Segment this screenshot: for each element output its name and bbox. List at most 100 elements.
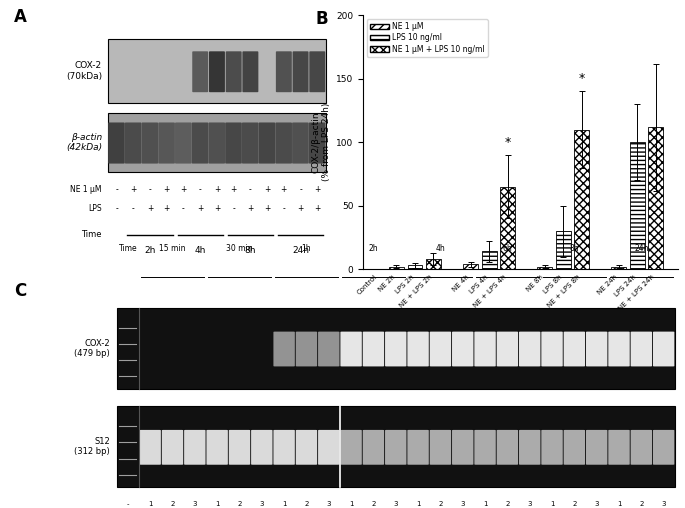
FancyBboxPatch shape	[452, 332, 473, 366]
FancyBboxPatch shape	[429, 332, 451, 366]
FancyBboxPatch shape	[608, 332, 630, 366]
FancyBboxPatch shape	[318, 430, 340, 465]
FancyBboxPatch shape	[385, 332, 406, 366]
FancyBboxPatch shape	[296, 430, 317, 465]
Text: Time: Time	[119, 244, 137, 253]
Text: 2: 2	[237, 501, 242, 507]
FancyBboxPatch shape	[225, 122, 242, 164]
Bar	[556, 231, 571, 269]
FancyBboxPatch shape	[408, 332, 429, 366]
Bar	[482, 251, 497, 269]
Text: B: B	[316, 10, 328, 28]
FancyBboxPatch shape	[385, 430, 406, 465]
Text: Time: Time	[82, 231, 102, 239]
Y-axis label: COX-2/β-actin
(% from LPS 24h): COX-2/β-actin (% from LPS 24h)	[311, 103, 331, 181]
Bar	[108, 40, 325, 103]
Text: -: -	[115, 204, 118, 213]
Text: -: -	[115, 185, 118, 195]
Text: 2: 2	[438, 501, 443, 507]
Text: 3: 3	[260, 501, 264, 507]
Text: -: -	[282, 204, 285, 213]
Text: 3: 3	[527, 501, 532, 507]
Text: +: +	[297, 204, 303, 213]
FancyBboxPatch shape	[273, 430, 295, 465]
FancyBboxPatch shape	[631, 430, 652, 465]
Text: 8h: 8h	[569, 244, 580, 253]
FancyBboxPatch shape	[340, 430, 362, 465]
FancyBboxPatch shape	[192, 122, 208, 164]
Bar	[116, 406, 675, 487]
Text: -: -	[182, 204, 185, 213]
Text: 3: 3	[460, 501, 465, 507]
Text: +: +	[197, 204, 203, 213]
Text: +: +	[314, 204, 321, 213]
FancyBboxPatch shape	[564, 332, 585, 366]
FancyBboxPatch shape	[292, 51, 308, 92]
Bar	[630, 142, 645, 269]
Text: 1: 1	[616, 501, 621, 507]
Text: 4h: 4h	[436, 244, 445, 253]
Text: 3: 3	[327, 501, 331, 507]
FancyBboxPatch shape	[184, 430, 206, 465]
FancyBboxPatch shape	[125, 122, 142, 164]
Text: 3: 3	[595, 501, 599, 507]
Text: 2: 2	[639, 501, 643, 507]
Text: COX-2
(70kDa): COX-2 (70kDa)	[66, 61, 102, 81]
Bar	[649, 127, 663, 269]
Text: 1: 1	[148, 501, 153, 507]
Bar	[500, 187, 515, 269]
FancyBboxPatch shape	[276, 51, 292, 92]
Bar	[463, 264, 478, 269]
FancyBboxPatch shape	[653, 332, 674, 366]
Text: +: +	[130, 185, 136, 195]
Text: 2: 2	[171, 501, 175, 507]
Text: +: +	[264, 204, 271, 213]
Text: -: -	[127, 501, 129, 507]
Text: 6h: 6h	[503, 244, 512, 253]
Text: 2: 2	[304, 501, 309, 507]
FancyBboxPatch shape	[292, 122, 309, 164]
Text: 1: 1	[483, 501, 487, 507]
FancyBboxPatch shape	[519, 430, 540, 465]
Text: +: +	[314, 185, 321, 195]
Text: +: +	[264, 185, 271, 195]
Text: *: *	[579, 72, 585, 85]
Text: 3: 3	[393, 501, 398, 507]
FancyBboxPatch shape	[142, 122, 158, 164]
Text: +: +	[214, 185, 220, 195]
FancyBboxPatch shape	[309, 122, 325, 164]
Text: 2h: 2h	[369, 244, 378, 253]
Text: 1: 1	[215, 501, 219, 507]
FancyBboxPatch shape	[541, 430, 563, 465]
Text: 2: 2	[506, 501, 510, 507]
Text: -: -	[232, 204, 235, 213]
Text: 3: 3	[662, 501, 666, 507]
FancyBboxPatch shape	[175, 122, 192, 164]
FancyBboxPatch shape	[275, 122, 292, 164]
FancyBboxPatch shape	[162, 430, 183, 465]
Text: 2: 2	[572, 501, 577, 507]
Text: 4h: 4h	[195, 246, 206, 255]
Bar	[408, 265, 423, 269]
FancyBboxPatch shape	[408, 430, 429, 465]
Bar	[612, 267, 626, 269]
Text: *: *	[504, 136, 511, 149]
FancyBboxPatch shape	[296, 332, 317, 366]
Text: 3: 3	[192, 501, 197, 507]
FancyBboxPatch shape	[310, 51, 325, 92]
Legend: NE 1 μM, LPS 10 ng/ml, NE 1 μM + LPS 10 ng/ml: NE 1 μM, LPS 10 ng/ml, NE 1 μM + LPS 10 …	[367, 19, 488, 57]
Text: 1: 1	[282, 501, 286, 507]
Text: COX-2
(479 bp): COX-2 (479 bp)	[74, 338, 110, 358]
FancyBboxPatch shape	[474, 332, 496, 366]
Text: NE 1 μM: NE 1 μM	[71, 185, 102, 195]
Bar	[116, 308, 675, 389]
FancyBboxPatch shape	[208, 122, 225, 164]
FancyBboxPatch shape	[242, 51, 258, 92]
FancyBboxPatch shape	[259, 122, 275, 164]
Text: -: -	[299, 185, 302, 195]
FancyBboxPatch shape	[363, 332, 384, 366]
FancyBboxPatch shape	[192, 51, 208, 92]
FancyBboxPatch shape	[273, 332, 295, 366]
FancyBboxPatch shape	[158, 122, 175, 164]
Text: +: +	[214, 204, 220, 213]
